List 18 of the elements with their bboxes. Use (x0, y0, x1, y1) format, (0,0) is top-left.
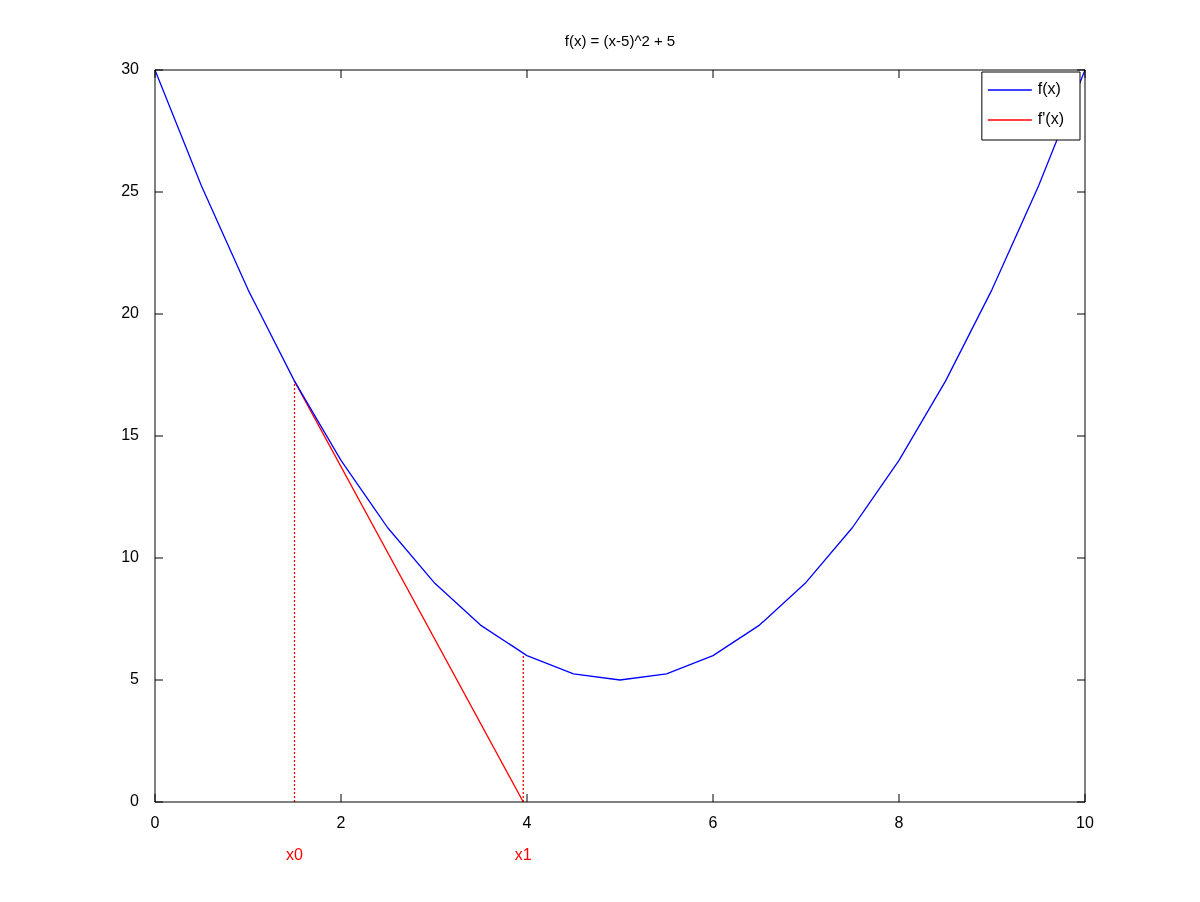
chart-title: f(x) = (x-5)^2 + 5 (564, 32, 676, 50)
y-tick-label: 15 (121, 426, 140, 444)
x-tick-label: 10 (1076, 814, 1094, 832)
x-tick-label: 6 (708, 814, 718, 832)
y-tick-label: 10 (121, 548, 140, 566)
y-tick-label: 30 (121, 60, 140, 78)
y-tick-label: 25 (121, 182, 140, 200)
annotation: x1 (514, 846, 532, 864)
y-tick-label: 0 (130, 792, 140, 810)
legend-label: f(x) (1037, 80, 1061, 98)
annotation: x0 (286, 846, 304, 864)
x-tick-label: 0 (150, 814, 160, 832)
y-tick-label: 5 (130, 670, 140, 688)
x-tick-label: 2 (336, 814, 346, 832)
y-tick-label: 20 (121, 304, 140, 322)
x-tick-label: 4 (522, 814, 532, 832)
legend-label: f'(x) (1037, 110, 1064, 128)
x-tick-label: 8 (894, 814, 904, 832)
